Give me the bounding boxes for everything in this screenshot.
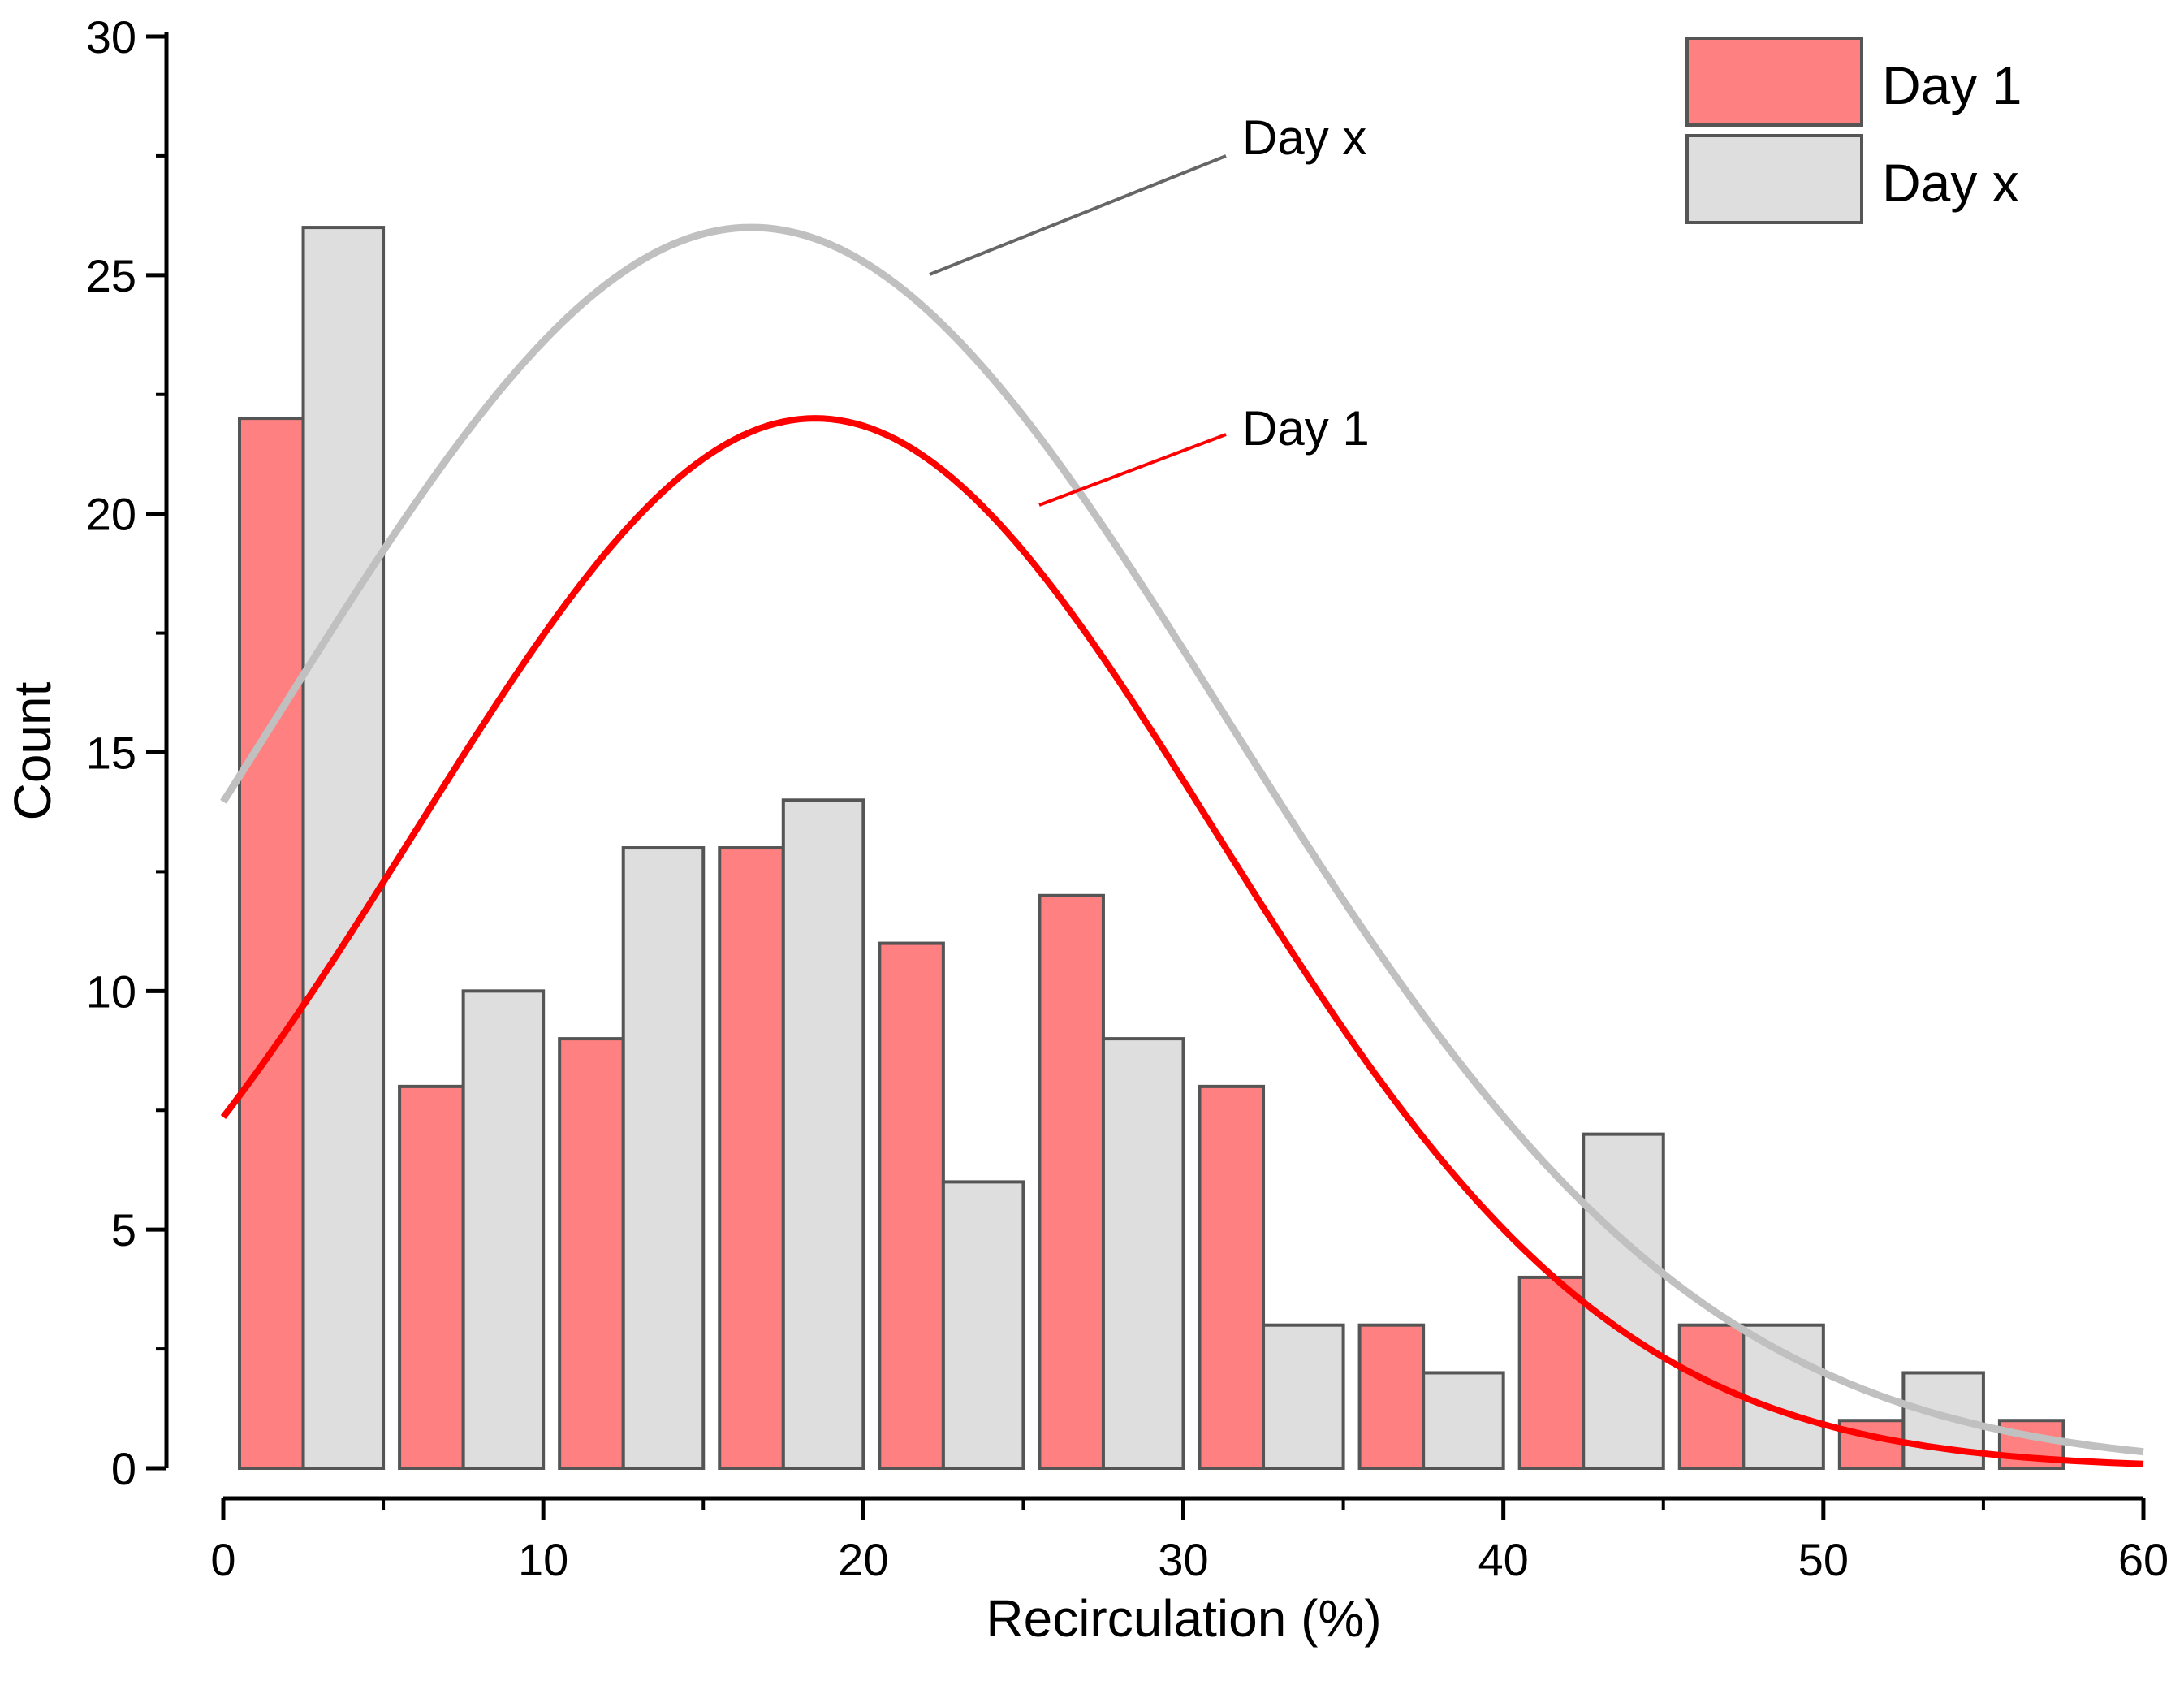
- y-tick-label: 25: [86, 250, 136, 301]
- annotation-day-x: Day x: [1242, 110, 1366, 165]
- y-tick-label: 10: [86, 966, 136, 1017]
- legend: Day 1 Day x: [1685, 37, 2022, 224]
- y-tick-label: 20: [86, 489, 136, 540]
- x-tick-label: 30: [1158, 1534, 1208, 1585]
- bar-day-1-bin-0: [238, 417, 305, 1471]
- x-tick-label: 20: [838, 1534, 888, 1585]
- bar-day-x-bin-1: [461, 989, 546, 1471]
- legend-swatch-day-x: [1685, 134, 1863, 224]
- x-tick-label: 10: [518, 1534, 568, 1585]
- x-axis-ticks: 0 10 20 30 40 50 60: [210, 1498, 2169, 1585]
- bar-day-1-bin-4: [878, 941, 945, 1470]
- legend-label-day-1: Day 1: [1882, 55, 2022, 115]
- bar-day-x-bin-9: [1742, 1323, 1825, 1470]
- bar-day-1-bin-7: [1357, 1323, 1426, 1470]
- x-tick-label: 60: [2118, 1534, 2169, 1585]
- x-tick-label: 40: [1478, 1534, 1529, 1585]
- bar-day-1-bin-3: [718, 846, 785, 1470]
- annotation-day-1: Day 1: [1242, 401, 1370, 456]
- bar-day-x-bin-5: [1101, 1037, 1185, 1470]
- bar-day-x-bin-7: [1422, 1371, 1505, 1471]
- fit-curve-day-1: [220, 415, 2144, 1467]
- y-tick-label: 0: [111, 1443, 136, 1494]
- bar-day-1-bin-9: [1677, 1323, 1746, 1470]
- x-tick-label: 0: [210, 1534, 235, 1585]
- annotation-leader-day-1: [1038, 433, 1227, 507]
- fit-curves: [220, 223, 2144, 1467]
- x-axis-title: Recirculation (%): [986, 1589, 1381, 1648]
- y-tick-label: 30: [86, 11, 136, 63]
- bar-day-1-bin-6: [1198, 1084, 1266, 1471]
- y-axis-ticks: 0 5 10 15 20 25 30: [86, 11, 166, 1494]
- y-tick-label: 5: [111, 1204, 136, 1255]
- bar-day-x-bin-8: [1582, 1132, 1665, 1470]
- bar-day-x-bin-4: [941, 1180, 1025, 1471]
- bar-day-1-bin-8: [1517, 1275, 1586, 1471]
- legend-swatch-day-1: [1685, 37, 1863, 127]
- bar-day-x-bin-6: [1262, 1323, 1345, 1470]
- curve-annotations: Day x Day 1: [929, 110, 1370, 507]
- legend-label-day-x: Day x: [1882, 153, 2019, 213]
- y-axis-title: Count: [3, 681, 62, 820]
- bar-day-1-bin-2: [558, 1037, 625, 1470]
- bar-day-x-bin-2: [621, 846, 706, 1470]
- bar-day-x-bin-3: [781, 798, 865, 1470]
- axes: 0 5 10 15 20 25 30 0 10 20 30 40 50 60 Count Recircu…: [3, 11, 2169, 1648]
- bar-day-1-bin-1: [398, 1084, 465, 1471]
- bars-day-1: [238, 417, 2065, 1471]
- y-tick-label: 15: [86, 728, 136, 779]
- bar-day-x-bin-0: [301, 226, 386, 1471]
- fit-curve-day-x: [220, 223, 2144, 1456]
- x-tick-label: 50: [1798, 1534, 1849, 1585]
- bars-day-x: [301, 226, 1985, 1471]
- bar-day-1-bin-5: [1038, 893, 1105, 1471]
- annotation-leader-day-x: [929, 154, 1227, 276]
